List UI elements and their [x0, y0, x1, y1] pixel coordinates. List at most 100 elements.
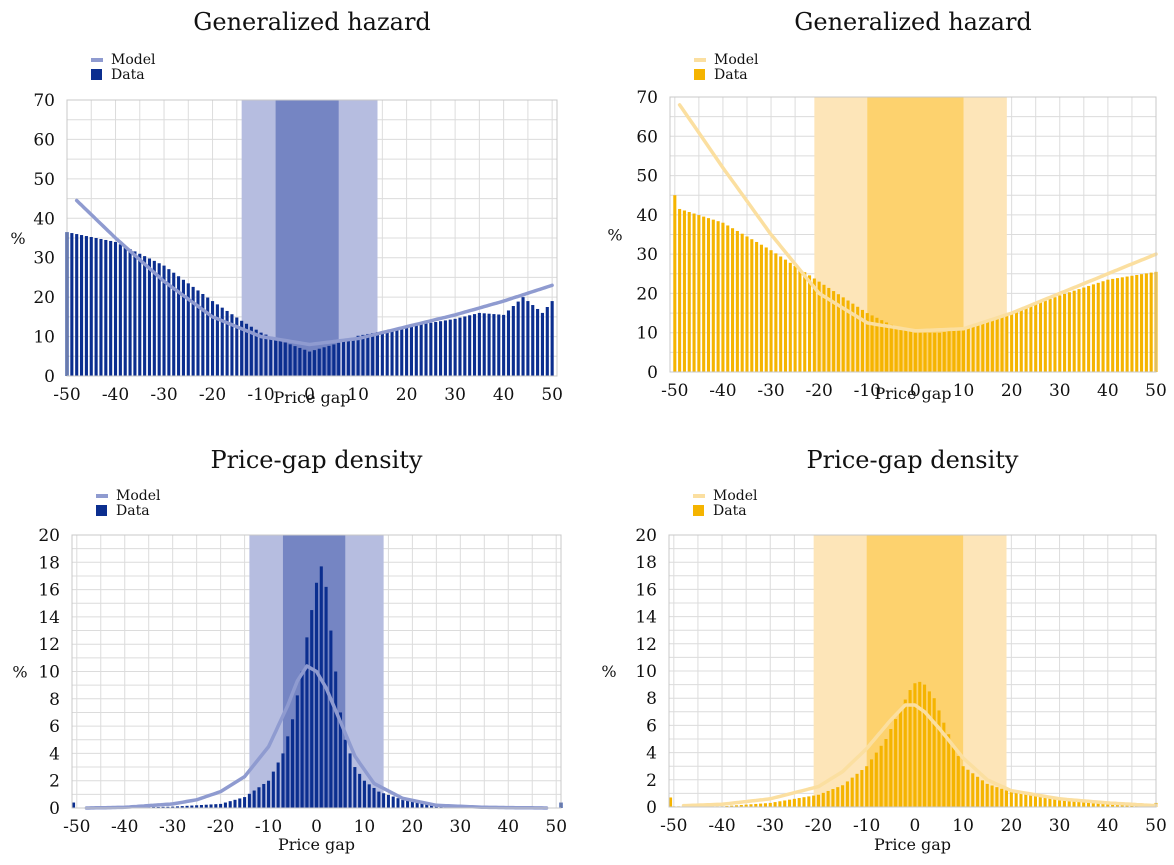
data-bar: [177, 276, 181, 376]
data-bar: [961, 328, 966, 372]
data-bar: [918, 681, 922, 807]
data-bar: [773, 802, 777, 807]
data-bar: [497, 314, 501, 376]
data-bar: [845, 781, 849, 807]
plot-frame: [669, 96, 1157, 373]
x-tick-label: 20: [402, 817, 424, 837]
legend-label-data: Data: [714, 67, 748, 83]
data-bar: [755, 241, 759, 372]
data-bar: [808, 275, 812, 372]
data-bar: [482, 313, 486, 376]
data-bar: [986, 320, 990, 372]
data-bar: [249, 326, 253, 376]
legend-swatch-data: [694, 69, 705, 80]
data-bar: [1111, 278, 1115, 372]
x-tick-labels: -50 -40 -30 -20 -10 0 10 20 30 40 50: [63, 817, 567, 837]
data-bar: [215, 304, 219, 376]
data-bar: [1038, 796, 1042, 807]
legend-label-model: Model: [714, 52, 759, 68]
data-bar: [716, 221, 720, 372]
y-tick-label: 18: [38, 553, 60, 573]
data-bar: [889, 324, 893, 372]
data-bar: [1125, 804, 1129, 807]
data-bar: [414, 325, 418, 376]
data-bar: [769, 250, 773, 372]
data-bar: [802, 797, 806, 807]
y-tick-label: 16: [38, 581, 60, 601]
data-bar: [550, 301, 554, 376]
x-axis-label: Price gap: [874, 835, 951, 854]
data-bar: [768, 802, 772, 807]
x-tick-label: 50: [545, 817, 567, 837]
data-bar: [826, 790, 830, 807]
data-bar: [94, 238, 98, 376]
data-bar: [303, 349, 307, 376]
data-bar: [181, 279, 185, 376]
data-bar: [225, 310, 229, 376]
x-tick-label: 40: [1097, 381, 1119, 401]
data-bar: [540, 312, 544, 376]
data-bar: [128, 249, 132, 376]
data-bar: [502, 314, 506, 376]
data-bar: [334, 671, 338, 808]
data-bar: [807, 796, 811, 807]
data-bar: [443, 320, 447, 376]
data-bar: [487, 313, 491, 376]
data-bar: [371, 333, 375, 376]
data-bar: [730, 805, 734, 807]
data-bar: [327, 345, 331, 376]
data-bar: [410, 801, 414, 808]
data-bar: [310, 610, 314, 808]
legend-label-model: Model: [111, 52, 156, 68]
data-bar: [337, 342, 341, 376]
data-bar: [468, 315, 472, 376]
data-bar: [305, 637, 309, 808]
data-bar: [477, 312, 481, 376]
data-bar: [463, 316, 467, 376]
legend-label-model: Model: [713, 488, 758, 504]
hazard-chart-yellow: -50 -40 -30 -20 -10 0 10 20 30 40 50 0 10 20 30 40 50 60 7…: [607, 8, 1166, 403]
data-bar: [201, 293, 205, 376]
data-bar: [351, 337, 355, 376]
x-tick-label: 0: [311, 817, 322, 837]
data-bar: [734, 805, 739, 807]
data-bar: [1101, 803, 1105, 807]
x-tick-label: -40: [709, 381, 736, 401]
data-bar: [851, 303, 855, 372]
data-bar: [913, 332, 917, 372]
y-tick-label: 2: [646, 771, 657, 791]
data-bar: [300, 671, 304, 808]
x-tick-label: -50: [63, 817, 90, 837]
data-bar: [377, 791, 381, 808]
data-bar: [952, 330, 956, 372]
data-bar: [324, 586, 328, 808]
data-bar: [1029, 795, 1033, 807]
y-tick-label: 4: [49, 744, 60, 764]
data-bar: [841, 297, 845, 372]
y-tick-label: 40: [33, 209, 55, 229]
data-bar: [1005, 314, 1009, 372]
data-bar: [1063, 293, 1067, 372]
data-bar: [70, 233, 74, 376]
data-bar: [233, 799, 237, 808]
data-bar: [783, 259, 788, 372]
data-bar: [281, 753, 285, 808]
data-bar: [1120, 804, 1124, 807]
data-bar: [779, 256, 783, 372]
plot-frame: [71, 534, 562, 809]
data-bar: [312, 350, 316, 376]
x-tick-label: 10: [952, 816, 974, 836]
y-tick-label: 10: [33, 328, 55, 348]
data-bar: [293, 346, 297, 376]
data-bar: [841, 785, 845, 807]
x-tick-label: 30: [450, 817, 472, 837]
data-bar: [783, 800, 787, 807]
data-bar: [429, 322, 433, 376]
data-bar: [1053, 799, 1057, 807]
data-bar: [278, 340, 283, 376]
data-bar: [1043, 797, 1047, 807]
data-bar: [257, 787, 261, 808]
chart-title: Generalized hazard: [794, 8, 1032, 36]
data-bar: [942, 722, 946, 807]
data-bar: [75, 234, 79, 376]
